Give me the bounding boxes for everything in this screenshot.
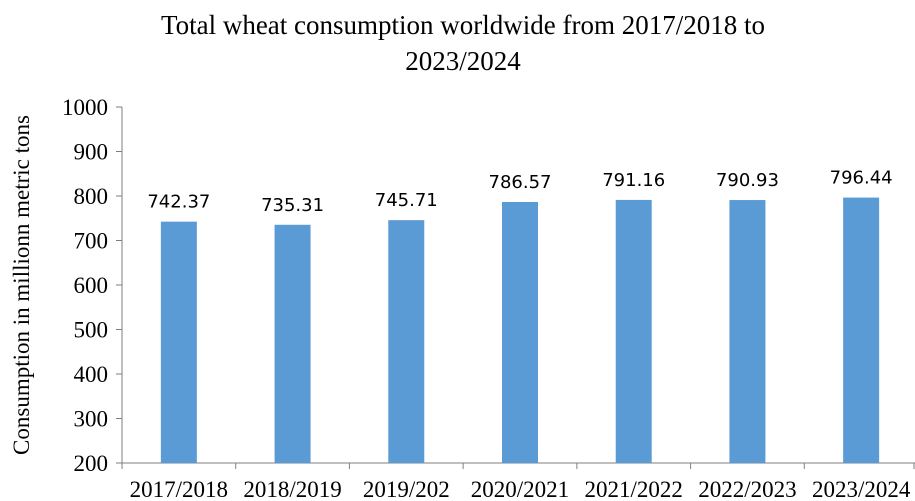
- bar: [843, 197, 880, 463]
- y-tick-label: 900: [74, 140, 109, 165]
- data-label: 790.93: [716, 170, 779, 191]
- data-labels: 742.37 735.31 745.71 786.57 791.16 790.93 796.…: [147, 168, 892, 216]
- y-tick-label: 500: [74, 318, 109, 343]
- data-label: 735.31: [261, 195, 324, 216]
- y-tick-label: 300: [74, 407, 109, 432]
- bar: [388, 220, 425, 463]
- y-tick-label: 200: [74, 451, 109, 476]
- data-label: 742.37: [147, 192, 210, 213]
- bar: [502, 201, 538, 463]
- y-tick-label: 800: [74, 184, 109, 209]
- data-label: 791.16: [602, 170, 665, 191]
- x-tick-label: 2022/2023: [698, 477, 796, 501]
- bar: [729, 200, 766, 464]
- x-tick-label: 2017/2018: [130, 477, 228, 501]
- bar: [160, 221, 197, 463]
- y-tick-label: 400: [74, 362, 109, 387]
- bar: [615, 199, 652, 463]
- bars: [160, 197, 880, 464]
- data-label: 786.57: [489, 172, 552, 193]
- x-tick-label: 2020/2021: [471, 477, 569, 501]
- y-tick-label: 600: [74, 273, 109, 298]
- y-tick-label: 700: [74, 229, 109, 254]
- x-tick-label: 2021/2022: [585, 477, 683, 501]
- tick-labels: 200 300 400 500 600 700 800 900 1000 2017/2018 201…: [62, 95, 911, 501]
- x-tick-label: 2018/2019: [243, 477, 341, 501]
- data-label: 745.71: [375, 190, 438, 211]
- y-axis-label: Consumption in millionn metric tons: [9, 115, 34, 455]
- x-tick-label: 2019/202: [363, 477, 450, 501]
- chart-title-line-2: 2023/2024: [405, 46, 521, 76]
- y-tick-label: 1000: [62, 95, 108, 120]
- bar: [274, 224, 311, 463]
- data-label: 796.44: [830, 168, 893, 189]
- x-tick-label: 2023/2024: [812, 477, 911, 501]
- chart-title-line-1: Total wheat consumption worldwide from 2…: [161, 10, 765, 40]
